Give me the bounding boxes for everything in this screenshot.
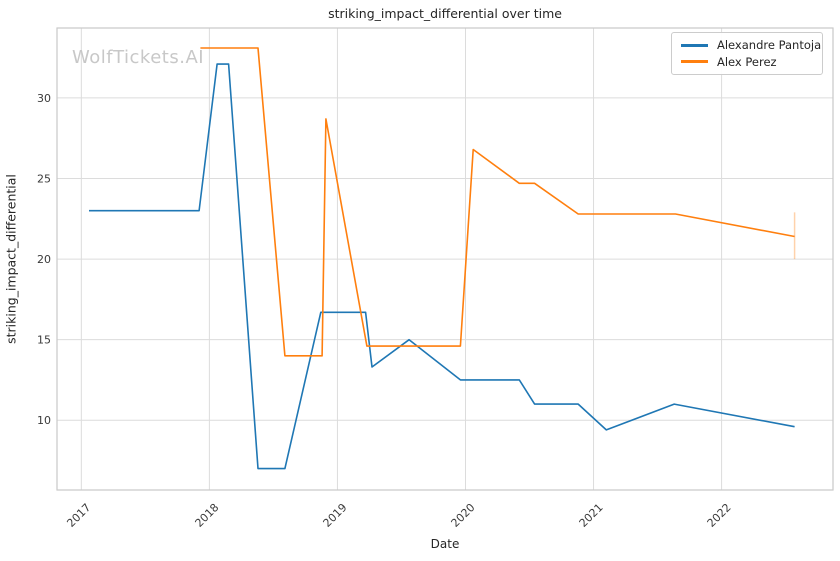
plot-border <box>56 27 834 491</box>
legend-item-alex-perez: Alex Perez <box>681 55 814 69</box>
y-tick-label-20: 20 <box>37 253 51 266</box>
watermark: WolfTickets.AI <box>72 47 205 68</box>
legend: Alexandre Pantoja Alex Perez <box>671 32 823 75</box>
y-tick-label-25: 25 <box>37 173 51 186</box>
legend-item-alexandre-pantoja: Alexandre Pantoja <box>681 38 821 52</box>
chart-title: striking_impact_differential over time <box>328 6 562 21</box>
x-tick-label-2019: 2019 <box>321 501 350 530</box>
legend-label-alexandre-pantoja: Alexandre Pantoja <box>717 38 822 53</box>
y-tick-label-30: 30 <box>37 92 51 105</box>
legend-line-swatch-blue <box>681 44 708 47</box>
x-tick-label-2018: 2018 <box>193 501 222 530</box>
x-tick-label-2022: 2022 <box>705 501 734 530</box>
x-tick-label-2017: 2017 <box>64 501 93 530</box>
y-tick-label-10: 10 <box>37 414 51 427</box>
x-tick-label-2020: 2020 <box>449 501 478 530</box>
line-series-alexandre-pantoja <box>89 63 795 470</box>
y-axis-label: striking_impact_differential <box>3 174 19 344</box>
legend-line-swatch-orange <box>681 60 708 63</box>
x-axis-label: Date <box>430 537 460 551</box>
line-series-alex-perez <box>200 47 795 357</box>
x-tick-label-2021: 2021 <box>577 501 606 530</box>
legend-label-alex-perez: Alex Perez <box>717 54 777 69</box>
y-tick-label-15: 15 <box>37 334 51 347</box>
